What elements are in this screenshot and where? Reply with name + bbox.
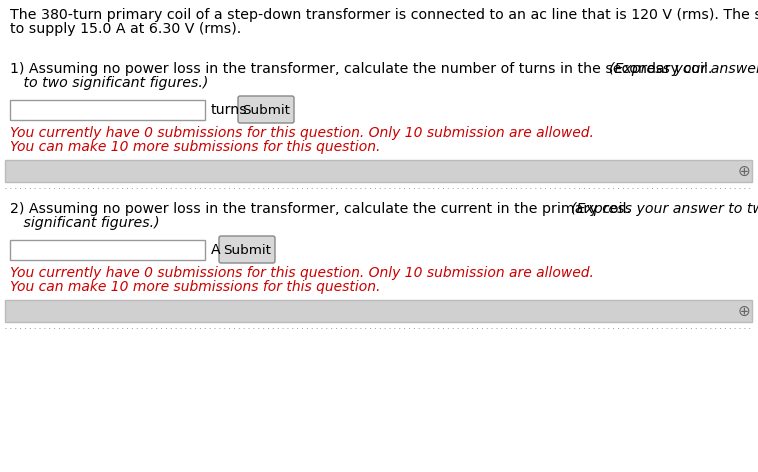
- FancyBboxPatch shape: [10, 240, 205, 260]
- Text: (Express your answer to two: (Express your answer to two: [571, 202, 758, 216]
- Text: significant figures.): significant figures.): [10, 216, 160, 230]
- Text: You can make 10 more submissions for this question.: You can make 10 more submissions for thi…: [10, 140, 381, 154]
- Text: to supply 15.0 A at 6.30 V (rms).: to supply 15.0 A at 6.30 V (rms).: [10, 22, 241, 36]
- Text: You can make 10 more submissions for this question.: You can make 10 more submissions for thi…: [10, 280, 381, 294]
- Text: Submit: Submit: [223, 244, 271, 256]
- Text: Submit: Submit: [242, 103, 290, 117]
- Text: 2) Assuming no power loss in the transformer, calculate the current in the prima: 2) Assuming no power loss in the transfo…: [10, 202, 635, 216]
- FancyBboxPatch shape: [10, 100, 205, 120]
- FancyBboxPatch shape: [5, 160, 752, 182]
- Text: You currently have 0 submissions for this question. Only 10 submission are allow: You currently have 0 submissions for thi…: [10, 126, 594, 140]
- Text: ⊕: ⊕: [738, 163, 750, 178]
- FancyBboxPatch shape: [238, 96, 294, 123]
- Text: (Express your answer: (Express your answer: [609, 62, 758, 76]
- Text: turns: turns: [211, 103, 248, 117]
- Text: 1) Assuming no power loss in the transformer, calculate the number of turns in t: 1) Assuming no power loss in the transfo…: [10, 62, 717, 76]
- Text: The 380-turn primary coil of a step-down transformer is connected to an ac line : The 380-turn primary coil of a step-down…: [10, 8, 758, 22]
- Text: ⊕: ⊕: [738, 303, 750, 319]
- Text: A: A: [211, 243, 221, 257]
- Text: You currently have 0 submissions for this question. Only 10 submission are allow: You currently have 0 submissions for thi…: [10, 266, 594, 280]
- FancyBboxPatch shape: [5, 300, 752, 322]
- Text: to two significant figures.): to two significant figures.): [10, 76, 208, 90]
- FancyBboxPatch shape: [219, 236, 275, 263]
